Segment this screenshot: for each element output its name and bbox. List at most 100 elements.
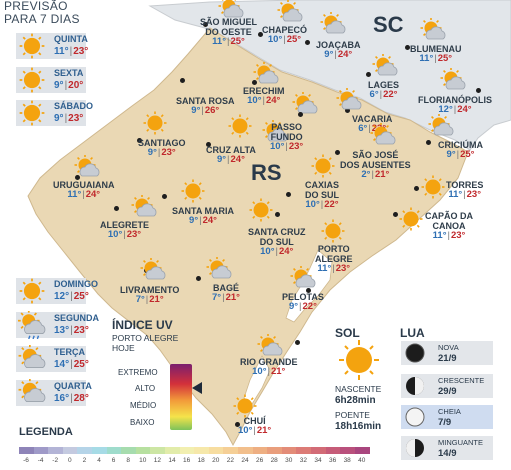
city-temps: 2°|21°: [361, 169, 390, 180]
city-name: BAGÉ: [212, 283, 239, 293]
sun-cloud-icon: [372, 53, 398, 85]
city-label: SÃO MIGUEL DO OESTE 11°|25°: [200, 17, 257, 47]
sun-cloud-icon: [262, 119, 288, 151]
city-marker: [335, 150, 340, 155]
city-label: SANTIAGO 9°|23°: [138, 138, 186, 158]
legend-color-swatch: [165, 447, 181, 454]
city-marker: [137, 138, 142, 143]
legend-color-swatch: [106, 447, 122, 454]
city-marker: [414, 186, 419, 191]
city-marker: [405, 45, 410, 50]
sun-cloud-icon: [292, 91, 318, 123]
day-name: DOMINGO: [54, 279, 98, 289]
city-temps: 6°|22°: [369, 89, 398, 100]
moon-phase-date: 29/9: [438, 386, 457, 397]
sun-icon: [320, 218, 346, 249]
day-temps: 13°|23°: [54, 325, 89, 336]
legend-tick: -6: [23, 457, 29, 464]
uv-level-baixo: BAIXO: [130, 418, 155, 427]
moon-phase-date: 7/9: [438, 417, 452, 428]
city-name: URUGUAIANA: [53, 180, 115, 190]
full-moon-icon: [405, 407, 425, 432]
city-name: PELOTAS: [282, 292, 324, 302]
city-name: SANTA ROSA: [176, 96, 235, 106]
uv-level-alto: ALTO: [135, 384, 156, 393]
city-label: CRUZ ALTA 9°|24°: [206, 145, 256, 165]
city-name: SANTIAGO: [138, 138, 186, 148]
city-name: BLUMENAU: [410, 44, 462, 54]
day-name: QUINTA: [54, 34, 88, 44]
city-temps: 11°|23°: [448, 189, 482, 200]
legend-color-swatch: [296, 447, 312, 454]
state-label-sc: SC: [373, 12, 404, 37]
day-temps: 14°|25°: [54, 359, 89, 370]
city-temps: 11°|25°: [419, 53, 453, 64]
city-marker: [298, 112, 303, 117]
rain-cloud-icon: [18, 309, 46, 344]
city-name: FLORIANÓPOLIS: [418, 95, 492, 105]
legend-color-swatch: [340, 447, 356, 454]
city-label: PASSO FUNDO 10°|23°: [270, 122, 303, 152]
legend-tick: 0: [67, 457, 72, 464]
uv-bar: [170, 364, 192, 430]
uv-indicator-arrow: [192, 382, 202, 394]
sun-cloud-icon: [420, 17, 446, 49]
day-name: SÁBADO: [54, 101, 94, 111]
day-name: SEXTA: [54, 68, 84, 78]
sun-cloud-icon: [428, 113, 454, 145]
city-marker: [180, 78, 185, 83]
moon-phase-name: NOVA: [438, 343, 459, 352]
city-temps: 9°|23°: [147, 147, 176, 158]
new-moon-icon: [405, 343, 425, 368]
uv-level-extremo: EXTREMO: [118, 368, 158, 377]
legend-color-swatch: [19, 447, 35, 454]
city-marker: [305, 40, 310, 45]
day-forecast-0: QUINTA 11°|23°: [16, 33, 88, 59]
legend-color-swatch: [77, 447, 93, 454]
city-temps: 11°|24°: [67, 189, 101, 200]
city-temps: 10°|23°: [107, 229, 142, 240]
sun-cloud-icon: [140, 257, 166, 289]
day-forecast-2: SÁBADO 9°|23°: [16, 100, 93, 126]
sun-cloud-icon: [253, 61, 279, 93]
city-temps: 9°|24°: [324, 49, 353, 60]
moon-phase-2: CHEIA 7/9: [401, 405, 493, 429]
legend-tick: 16: [182, 457, 191, 464]
sun-cloud-icon: [290, 265, 316, 297]
sun-cloud-icon: [370, 122, 396, 154]
city-label: SANTA MARIA 9°|24°: [172, 206, 234, 226]
day-name: QUARTA: [54, 381, 92, 391]
city-label: CAXIAS DO SUL 10°|22°: [305, 180, 339, 210]
sunrise-label: NASCENTE: [335, 384, 382, 394]
legend-tick: 4: [97, 457, 101, 464]
last-quarter-moon-icon: [405, 438, 425, 463]
sun-icon: [180, 178, 206, 209]
legend-color-swatch: [135, 447, 151, 454]
legend-tick: 10: [139, 457, 147, 464]
city-label: ALEGRETE 10°|23°: [100, 220, 149, 240]
sun-cloud-icon: [257, 333, 283, 365]
city-marker: [275, 212, 280, 217]
legend-tick: 26: [255, 457, 264, 464]
legend-color-swatch: [281, 447, 297, 454]
city-name: TORRES: [446, 180, 484, 190]
sun-icon: [232, 393, 258, 424]
city-name: RIO GRANDE: [240, 357, 298, 367]
city-label: BLUMENAU 11°|25°: [410, 44, 462, 64]
day-temps: 9°|23°: [54, 113, 84, 124]
legend-color-swatch: [325, 447, 341, 454]
moon-phase-name: MINGUANTE: [438, 438, 483, 447]
city-marker: [393, 212, 398, 217]
city-name: ERECHIM: [243, 86, 285, 96]
city-name: LIVRAMENTO: [120, 285, 180, 295]
sun-cloud-icon: [218, 0, 244, 27]
city-temps: 12°|24°: [438, 104, 472, 115]
city-label: JOAÇABA 9°|24°: [316, 40, 361, 60]
city-name: SANTA MARIA: [172, 206, 234, 216]
city-name: ALEGRETE: [100, 220, 150, 230]
city-temps: 10°|22°: [305, 199, 339, 210]
day-forecast-5: TERÇA 14°|25°: [16, 344, 89, 372]
city-marker: [286, 192, 291, 197]
sun-icon: [142, 110, 168, 141]
city-label: URUGUAIANA 11°|24°: [53, 180, 115, 200]
